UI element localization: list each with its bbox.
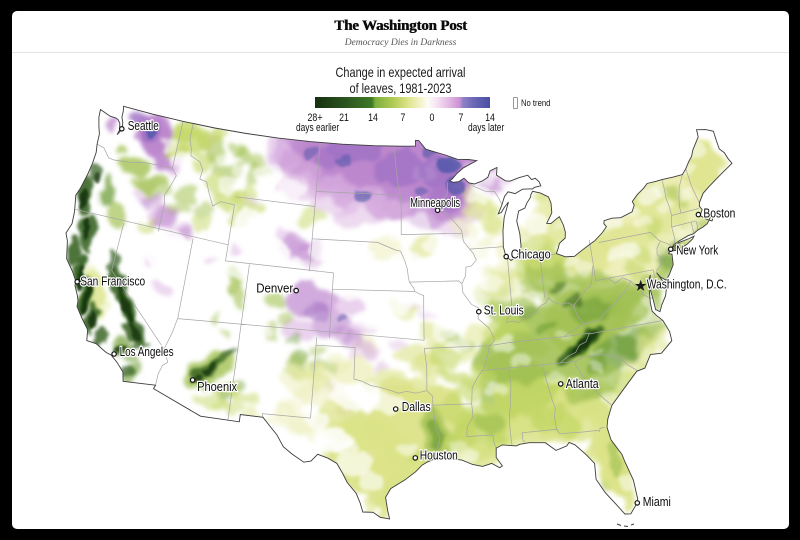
svg-text:Dallas: Dallas: [402, 399, 431, 414]
svg-text:Boston: Boston: [703, 206, 735, 221]
svg-text:Atlanta: Atlanta: [566, 376, 600, 391]
svg-text:Seattle: Seattle: [128, 118, 159, 133]
svg-text:Chicago: Chicago: [511, 247, 551, 262]
svg-text:St. Louis: St. Louis: [484, 303, 524, 318]
svg-text:San Francisco: San Francisco: [80, 274, 145, 289]
svg-text:Los Angeles: Los Angeles: [120, 344, 174, 359]
svg-text:Denver: Denver: [256, 281, 294, 296]
svg-text:Houston: Houston: [420, 447, 458, 462]
svg-text:Washington, D.C.: Washington, D.C.: [647, 276, 727, 291]
svg-text:Minneapolis: Minneapolis: [410, 195, 460, 210]
svg-text:Miami: Miami: [643, 494, 671, 509]
svg-text:New York: New York: [676, 243, 718, 258]
svg-text:Phoenix: Phoenix: [197, 379, 237, 394]
